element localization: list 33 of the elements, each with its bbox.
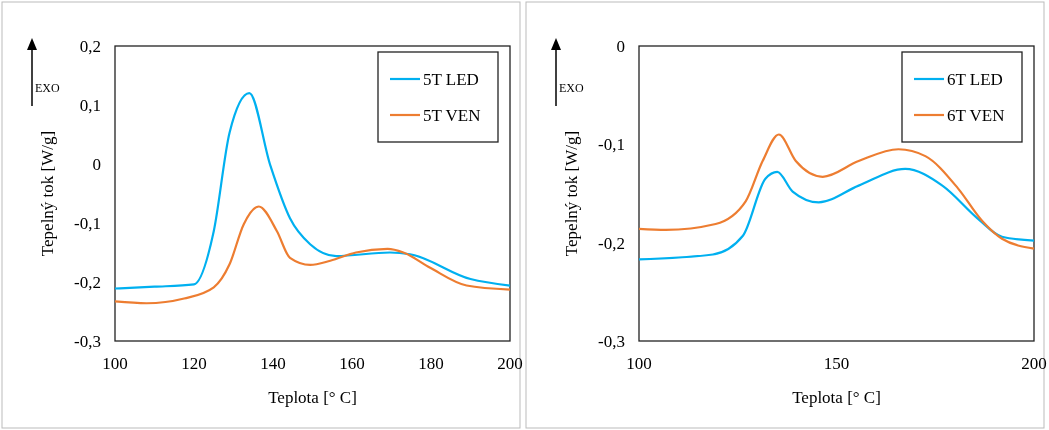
line-series xyxy=(113,92,512,290)
y-tick-label: -0,1 xyxy=(598,135,625,155)
y-axis-title: Tepelný tok [W/g] xyxy=(38,130,57,257)
y-tick-label: 0 xyxy=(92,155,101,174)
legend-label: 5T LED xyxy=(423,70,479,89)
x-tick-label: 180 xyxy=(418,354,444,373)
line-series xyxy=(637,133,1036,250)
x-axis-title: Teplota [° C] xyxy=(792,388,881,407)
y-tick-label: -0,2 xyxy=(74,273,101,292)
x-axis-title: Teplota [° C] xyxy=(268,388,357,407)
text: EXO xyxy=(559,81,584,95)
x-tick-label: 200 xyxy=(1021,354,1047,373)
line-series xyxy=(113,205,512,305)
line-series xyxy=(637,167,1036,261)
x-tick-label: 200 xyxy=(497,354,523,373)
y-tick-label: 0 xyxy=(616,37,625,56)
y-tick-label: -0,1 xyxy=(74,214,101,233)
y-axis-title: Tepelný tok [W/g] xyxy=(562,130,581,257)
x-tick-label: 150 xyxy=(823,354,850,373)
y-tick-label: -0,3 xyxy=(74,332,101,351)
x-tick-label: 100 xyxy=(102,354,128,373)
y-tick-label: 0,2 xyxy=(79,37,101,56)
legend-label: 5T VEN xyxy=(423,106,481,125)
y-tick-label: 0,1 xyxy=(79,96,101,115)
text: EXO xyxy=(35,81,60,95)
x-tick-label: 140 xyxy=(260,354,286,373)
x-tick-label: 160 xyxy=(339,354,365,373)
y-tick-label: -0,2 xyxy=(598,233,625,253)
legend-label: 6T VEN xyxy=(947,106,1005,125)
y-tick-label: -0,3 xyxy=(598,332,625,351)
legend-label: 6T LED xyxy=(947,70,1003,89)
x-tick-label: 120 xyxy=(181,354,207,373)
x-tick-label: 100 xyxy=(626,354,652,373)
